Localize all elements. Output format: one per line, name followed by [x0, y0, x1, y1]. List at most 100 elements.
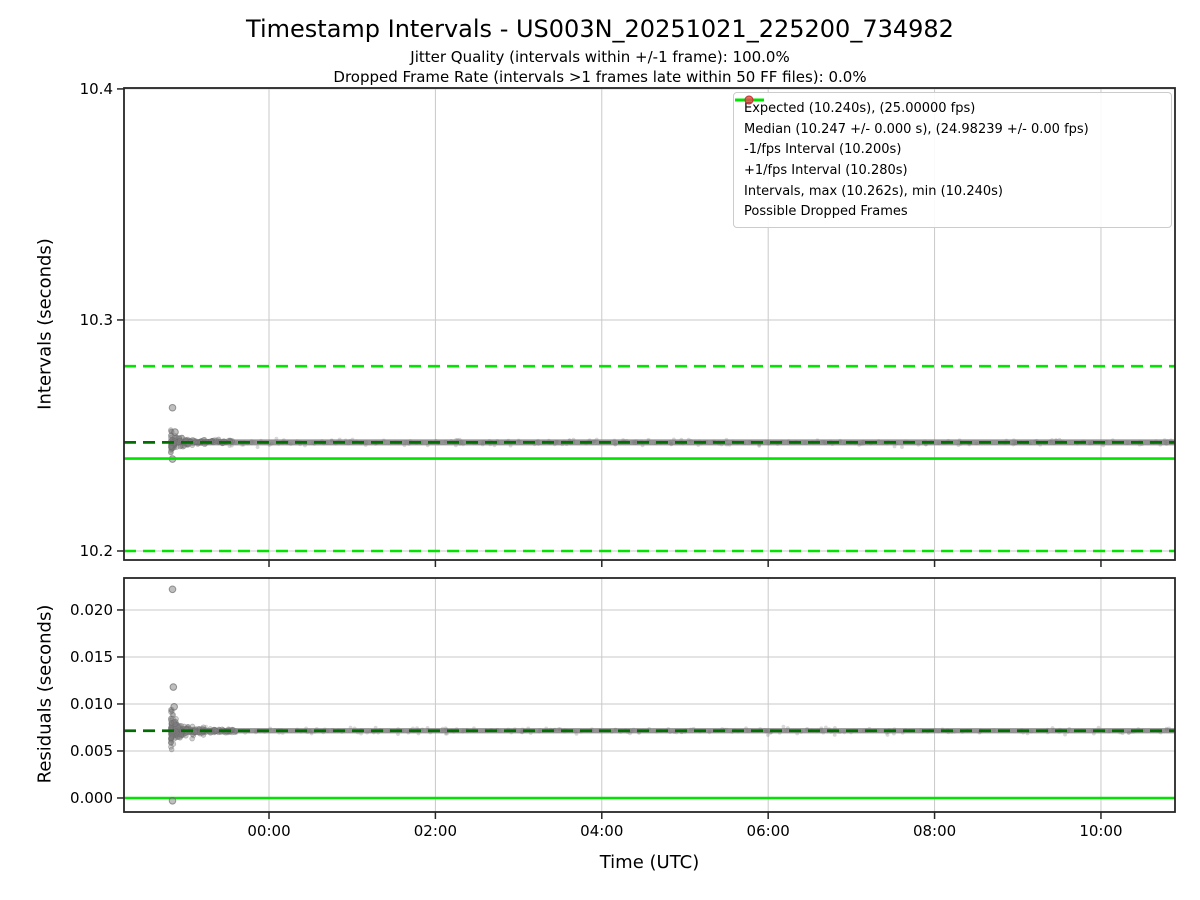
scatter-point	[274, 436, 279, 441]
scatter-point	[766, 733, 770, 737]
scatter-point-outlier	[168, 403, 177, 412]
y-axis-label-residuals: Residuals (seconds)	[34, 604, 56, 784]
scatter-point	[481, 439, 486, 444]
scatter-point	[415, 726, 419, 731]
scatter-point	[765, 728, 770, 733]
scatter-point	[861, 441, 866, 446]
scatter-point	[613, 727, 618, 732]
scatter-point	[686, 437, 691, 442]
scatter-point	[919, 728, 923, 732]
scatter-point	[838, 438, 843, 443]
scatter-point	[168, 735, 174, 741]
scatter-point	[189, 723, 196, 730]
scatter-point	[885, 733, 890, 737]
scatter-point	[255, 445, 260, 450]
legend-entry: +1/fps Interval (10.280s)	[735, 98, 1163, 181]
x-axis-label-time-utc: Time (UTC)	[599, 852, 700, 873]
scatter-point	[862, 728, 866, 733]
scatter-point	[168, 744, 174, 750]
scatter-point	[176, 437, 183, 444]
scatter-point	[892, 731, 896, 736]
scatter-point	[227, 444, 232, 449]
scatter-point	[496, 440, 500, 445]
scatter-point	[211, 728, 218, 735]
scatter-point	[304, 726, 308, 731]
scatter-point	[183, 733, 189, 739]
scatter-point	[168, 444, 174, 450]
scatter-point	[170, 715, 176, 722]
scatter-point	[646, 437, 651, 442]
scatter-point	[443, 729, 448, 733]
scatter-point	[707, 729, 712, 733]
scatter-point	[573, 729, 578, 734]
scatter-point	[176, 435, 182, 442]
scatter-point	[192, 729, 199, 735]
scatter-point	[536, 438, 541, 443]
scatter-point	[1066, 729, 1070, 734]
scatter-point	[804, 727, 809, 732]
scatter-point	[612, 438, 617, 443]
x-tick-label: 08:00	[913, 822, 956, 840]
scatter-point	[200, 732, 207, 738]
scatter-point	[857, 440, 862, 445]
scatter-point	[330, 438, 334, 443]
scatter-point	[455, 438, 460, 442]
scatter-point	[308, 728, 313, 733]
scatter-point	[554, 439, 559, 444]
scatter-point	[175, 734, 181, 740]
scatter-point	[169, 446, 175, 452]
scatter-point	[303, 443, 307, 448]
scatter-point	[176, 723, 183, 729]
scatter-point	[175, 724, 181, 731]
scatter-point	[194, 439, 200, 446]
scatter-point	[555, 440, 560, 444]
scatter-point	[194, 440, 199, 445]
scatter-point	[170, 712, 177, 718]
scatter-point	[1087, 440, 1092, 445]
scatter-point	[195, 441, 201, 447]
scatter-point	[309, 731, 314, 736]
scatter-point	[232, 728, 239, 734]
scatter-point	[571, 437, 576, 442]
scatter-point	[425, 443, 430, 448]
scatter-point	[459, 439, 464, 444]
scatter-point	[325, 440, 330, 445]
scatter-point	[194, 729, 200, 735]
scatter-point	[192, 729, 199, 736]
scatter-point	[171, 444, 178, 451]
scatter-point	[480, 442, 485, 447]
y-tick-label: 0.015	[70, 648, 113, 666]
scatter-point	[833, 725, 837, 730]
scatter-point-outlier	[171, 428, 179, 436]
scatter-point	[1025, 731, 1030, 736]
scatter-point	[168, 717, 174, 724]
scatter-point	[440, 729, 444, 734]
scatter-point	[416, 731, 421, 736]
scatter-point	[443, 726, 448, 731]
scatter-point	[1163, 440, 1168, 445]
scatter-point	[640, 443, 645, 448]
scatter-point	[174, 726, 181, 733]
scatter-point	[171, 442, 178, 449]
scatter-point-outlier	[169, 683, 178, 691]
y-tick-label: 10.3	[80, 311, 113, 329]
plot-spines	[123, 87, 1176, 561]
scatter-point	[178, 731, 184, 738]
scatter-point	[170, 741, 177, 747]
scatter-point	[172, 445, 176, 450]
scatter-point	[838, 440, 842, 445]
scatter-point	[193, 439, 199, 446]
scatter-point	[168, 734, 175, 741]
scatter-point	[1057, 437, 1062, 442]
scatter-point	[168, 739, 174, 746]
scatter-point	[689, 439, 694, 443]
y-axis-label-intervals: Intervals (seconds)	[34, 238, 56, 410]
scatter-point	[168, 447, 174, 453]
scatter-point	[325, 729, 330, 733]
scatter-point	[900, 445, 904, 449]
scatter-point	[173, 721, 179, 728]
legend: Expected (10.240s), (25.00000 fps) Median…	[733, 92, 1172, 228]
scatter-point	[212, 729, 218, 735]
scatter-point	[936, 441, 941, 446]
